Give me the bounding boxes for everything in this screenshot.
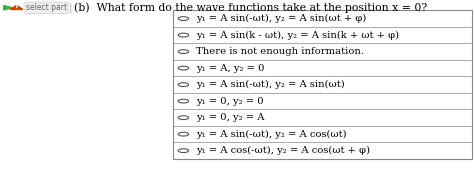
Text: y₁ = A, y₂ = 0: y₁ = A, y₂ = 0: [196, 64, 264, 73]
Text: y₁ = A sin(-ωt), y₂ = A cos(ωt): y₁ = A sin(-ωt), y₂ = A cos(ωt): [196, 130, 346, 139]
Text: y₁ = A sin(-ωt), y₂ = A sin(ωt): y₁ = A sin(-ωt), y₂ = A sin(ωt): [196, 80, 345, 89]
Text: (b)  What form do the wave functions take at the position x = 0?: (b) What form do the wave functions take…: [74, 2, 428, 13]
Text: y₁ = A sin(-ωt), y₂ = A sin(ωt + φ): y₁ = A sin(-ωt), y₂ = A sin(ωt + φ): [196, 14, 366, 23]
Text: y₁ = 0, y₂ = 0: y₁ = 0, y₂ = 0: [196, 97, 264, 106]
Text: y₁ = A cos(-ωt), y₂ = A cos(ωt + φ): y₁ = A cos(-ωt), y₂ = A cos(ωt + φ): [196, 146, 370, 155]
Text: y₁ = A sin(k - ωt), y₂ = A sin(k + ωt + φ): y₁ = A sin(k - ωt), y₂ = A sin(k + ωt + …: [196, 30, 399, 40]
Text: There is not enough information.: There is not enough information.: [196, 47, 364, 56]
Text: select part: select part: [26, 3, 67, 12]
Polygon shape: [4, 6, 12, 10]
Text: |: |: [68, 2, 72, 13]
Polygon shape: [10, 5, 23, 9]
Text: !: !: [15, 4, 18, 13]
Bar: [173, 10, 472, 159]
Text: y₁ = 0, y₂ = A: y₁ = 0, y₂ = A: [196, 113, 264, 122]
